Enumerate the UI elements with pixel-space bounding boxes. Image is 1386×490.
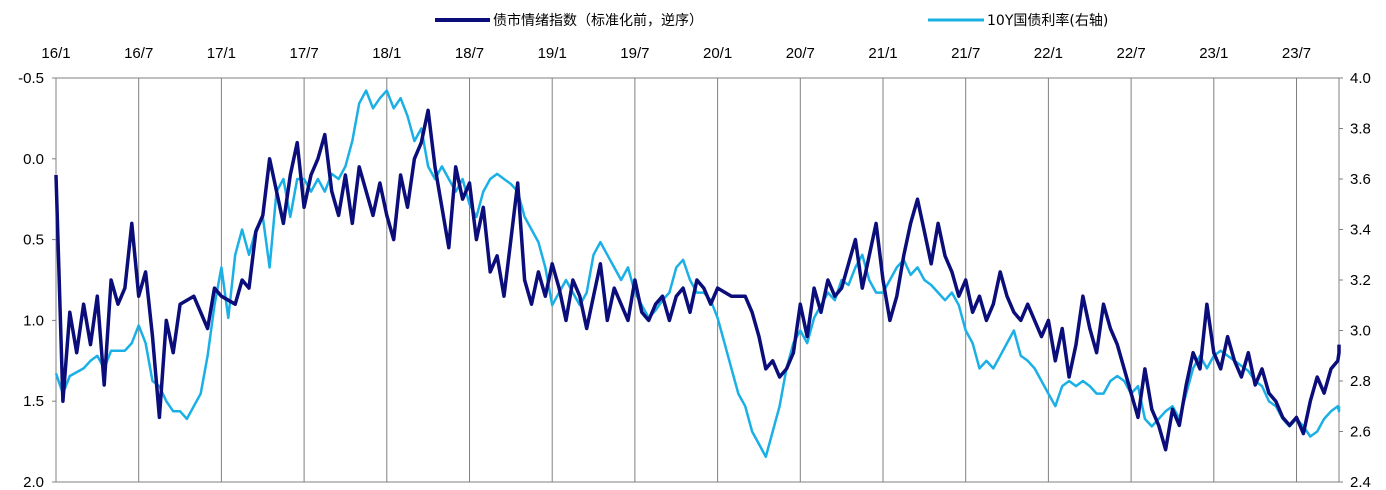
x-tick-labels: 16/1 16/7 17/1 17/7 18/1 18/7 19/1 19/7 20/1 20/7… [41,45,1311,62]
sentiment-index-line [54,108,1341,452]
x-tick-label: 18/1 [372,45,401,62]
x-tick-label: 16/1 [41,45,70,62]
left-tick-label: 0.0 [23,151,44,168]
x-tick-label: 22/1 [1034,45,1063,62]
right-axis-tick-labels: 4.0 3.8 3.6 3.4 3.2 3.0 2.8 2.6 2.4 [1339,70,1371,490]
left-tick-label: 1.0 [23,312,44,329]
x-tick-label: 16/7 [124,45,153,62]
left-tick-label: 2.0 [23,474,44,490]
right-tick-label: 3.6 [1350,171,1371,188]
x-tick-label: 18/7 [455,45,484,62]
right-tick-label: 3.0 [1350,323,1371,340]
right-tick-label: 2.8 [1350,373,1371,390]
x-tick-label: 22/7 [1116,45,1145,62]
grid-lines [138,78,1297,482]
x-tick-label: 21/1 [868,45,897,62]
x-tick-label: 19/7 [620,45,649,62]
yield-10y-line [54,89,1341,459]
left-tick-label: -0.5 [18,70,44,87]
series-layer [54,89,1341,459]
left-tick-label: 1.5 [23,393,44,410]
right-tick-label: 3.8 [1350,121,1371,138]
x-tick-label: 17/7 [289,45,318,62]
left-axis-tick-labels: -0.5 0.0 0.5 1.0 1.5 2.0 [18,70,56,490]
legend-label-sentiment: 债市情绪指数（标准化前，逆序） [493,12,703,29]
right-tick-label: 3.2 [1350,272,1371,289]
x-tick-label: 23/1 [1199,45,1228,62]
legend-label-yield: 10Y国债利率(右轴) [987,12,1108,29]
x-tick-label: 19/1 [538,45,567,62]
legend: 债市情绪指数（标准化前，逆序） 10Y国债利率(右轴) [435,12,1108,29]
x-tick-label: 23/7 [1282,45,1311,62]
left-tick-label: 0.5 [23,232,44,249]
right-tick-label: 4.0 [1350,70,1371,87]
right-tick-label: 2.6 [1350,424,1371,441]
right-tick-label: 3.4 [1350,222,1371,239]
x-tick-label: 20/7 [786,45,815,62]
x-tick-label: 21/7 [951,45,980,62]
right-tick-label: 2.4 [1350,474,1371,490]
x-tick-label: 17/1 [207,45,236,62]
x-tick-label: 20/1 [703,45,732,62]
